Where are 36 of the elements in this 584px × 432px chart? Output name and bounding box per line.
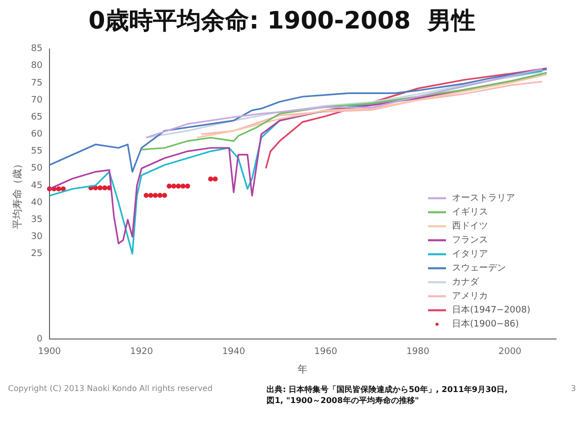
legend-label: カナダ [452,276,480,288]
x-tick-label: 1940 [222,346,246,357]
y-tick-label: 30 [31,232,43,242]
legend-label: オーストラリア [452,194,515,204]
y-tick-label: 75 [31,78,42,88]
legend-label: スウェーデン [452,264,506,274]
legend-label: イギリス [452,206,488,218]
y-tick-label: 25 [31,249,42,260]
legend-label: 日本(1900−86) [452,318,519,330]
y-tick-label: 50 [31,164,43,174]
y-tick-label: 80 [31,61,43,72]
y-tick-label: 85 [31,44,42,54]
legend-label: 日本(1947−2008) [452,304,530,316]
y-axis-title: 平均寿命（歳） [12,159,24,229]
text: Copyright (C) 2013 Naoki Kondo All rights reserved [8,384,213,393]
source-note: 出典: 日本特集号「国民皆保険達成から50年」, 2011年9月30日, 図1, "1900～2008年の平均寿命の推移" [266,384,509,406]
y-tick-label: 55 [31,146,42,157]
y-tick-label: 40 [31,198,43,208]
legend-label: アメリカ [452,292,488,302]
legend-label: フランス [452,236,488,246]
y-tick-label: 70 [31,95,43,106]
chart-title: 0歳時平均余命: 1900-2008 男性 [88,6,476,35]
x-tick-label: 1900 [38,346,62,357]
x-tick-label: 1960 [314,346,338,357]
text: 3 [570,384,576,393]
y-tick-label: 35 [31,214,42,225]
y-tick-label: 0 [36,334,43,345]
x-tick-label: 1920 [130,346,154,357]
y-tick-label: 60 [31,130,43,140]
legend-label: イタリア [452,250,488,260]
y-tick-label: 65 [31,112,42,122]
y-tick-label: 45 [31,180,42,191]
x-axis-title: 年 [298,364,308,376]
x-tick-label: 2000 [498,346,522,357]
legend-label: 西ドイツ [452,222,488,232]
x-tick-label: 1980 [406,346,430,357]
